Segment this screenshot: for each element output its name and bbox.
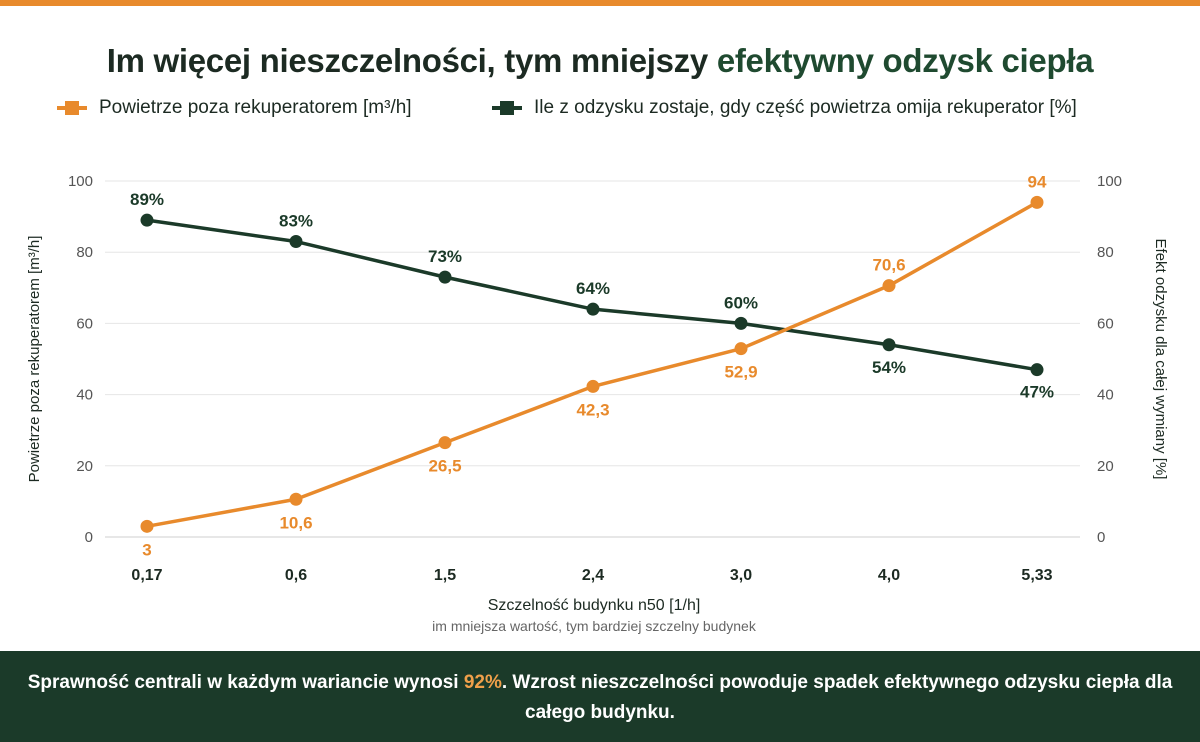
y-right-axis-title: Efekt odzysku dla całej wymiany [%] bbox=[1152, 239, 1169, 480]
title-main-text: Im więcej nieszczelności, tym mniejszy bbox=[106, 42, 717, 79]
point-bypass-air-1 bbox=[289, 492, 303, 506]
data-label-recovery: 73% bbox=[428, 247, 462, 266]
data-label-bypass-air: 52,9 bbox=[724, 363, 757, 382]
point-bypass-air-5 bbox=[882, 279, 896, 293]
data-label-bypass-air: 10,6 bbox=[279, 513, 312, 532]
point-bypass-air-3 bbox=[586, 379, 600, 393]
data-label-bypass-air: 42,3 bbox=[576, 400, 609, 419]
y-left-tick-label: 40 bbox=[76, 387, 93, 404]
legend: Powietrze poza rekuperatorem [m³/h] Ile … bbox=[0, 97, 1200, 123]
data-label-recovery: 47% bbox=[1020, 383, 1054, 402]
y-left-axis-title: Powietrze poza rekuperatorem [m³/h] bbox=[26, 236, 43, 483]
y-left-tick-label: 0 bbox=[85, 529, 93, 546]
footer-text-after: . Wzrost nieszczelności powoduje spadek … bbox=[501, 672, 1173, 723]
point-bypass-air-6 bbox=[1030, 195, 1044, 209]
data-label-bypass-air: 70,6 bbox=[872, 256, 905, 275]
data-label-recovery: 54% bbox=[872, 358, 906, 377]
point-bypass-air-0 bbox=[140, 519, 154, 533]
x-tick-label: 5,33 bbox=[1021, 567, 1052, 584]
legend-item-green: Ile z odzysku zostaje, gdy część powietr… bbox=[492, 97, 1077, 119]
y-left-tick-label: 80 bbox=[76, 244, 93, 261]
data-label-recovery: 83% bbox=[279, 212, 313, 231]
point-recovery-3 bbox=[586, 302, 600, 316]
data-label-bypass-air: 3 bbox=[142, 540, 151, 559]
y-right-tick-label: 40 bbox=[1097, 387, 1114, 404]
point-bypass-air-2 bbox=[438, 436, 452, 450]
legend-label-orange: Powietrze poza rekuperatorem [m³/h] bbox=[99, 97, 412, 118]
x-tick-label: 4,0 bbox=[878, 567, 900, 584]
y-left-tick-label: 100 bbox=[68, 173, 93, 190]
data-label-recovery: 89% bbox=[130, 190, 164, 209]
point-bypass-air-4 bbox=[734, 342, 748, 356]
y-right-tick-label: 100 bbox=[1097, 173, 1122, 190]
point-recovery-4 bbox=[734, 316, 748, 330]
top-accent-bar bbox=[0, 0, 1200, 6]
chart-title: Im więcej nieszczelności, tym mniejszy e… bbox=[0, 42, 1200, 80]
point-recovery-5 bbox=[882, 338, 896, 352]
x-tick-label: 3,0 bbox=[730, 567, 752, 584]
x-tick-label: 2,4 bbox=[582, 567, 604, 584]
data-label-bypass-air: 26,5 bbox=[428, 457, 461, 476]
legend-label-green: Ile z odzysku zostaje, gdy część powietr… bbox=[534, 97, 1077, 118]
y-right-tick-label: 0 bbox=[1097, 529, 1105, 546]
y-right-tick-label: 60 bbox=[1097, 315, 1114, 332]
data-label-recovery: 64% bbox=[576, 279, 610, 298]
legend-swatch-green bbox=[492, 100, 522, 116]
data-label-bypass-air: 94 bbox=[1028, 172, 1047, 191]
y-left-tick-label: 60 bbox=[76, 315, 93, 332]
point-recovery-1 bbox=[289, 235, 303, 249]
x-tick-label: 0,17 bbox=[131, 567, 162, 584]
legend-swatch-orange bbox=[57, 100, 87, 116]
x-axis-subtitle: im mniejsza wartość, tym bardziej szczel… bbox=[432, 618, 757, 634]
footer-text-before: Sprawność centrali w każdym wariancie wy… bbox=[27, 672, 464, 693]
data-label-recovery: 60% bbox=[724, 293, 758, 312]
y-right-tick-label: 80 bbox=[1097, 244, 1114, 261]
y-left-tick-label: 20 bbox=[76, 458, 93, 475]
point-recovery-2 bbox=[438, 270, 452, 284]
footer-efficiency-value: 92% bbox=[463, 672, 502, 693]
legend-item-orange: Powietrze poza rekuperatorem [m³/h] bbox=[57, 97, 412, 119]
x-axis-title: Szczelność budynku n50 [1/h] bbox=[488, 597, 701, 614]
title-highlight-text: efektywny odzysk ciepła bbox=[716, 42, 1094, 79]
footer-summary: Sprawność centrali w każdym wariancie wy… bbox=[0, 651, 1200, 742]
point-recovery-0 bbox=[140, 213, 154, 227]
point-recovery-6 bbox=[1030, 363, 1044, 377]
x-tick-label: 1,5 bbox=[434, 567, 456, 584]
line-chart: 0 0 20 20 40 40 60 60 80 80 100 100 0,17 0,6 1,5 2,4 3,0… bbox=[26, 172, 1169, 634]
x-tick-label: 0,6 bbox=[285, 567, 307, 584]
y-right-tick-label: 20 bbox=[1097, 458, 1114, 475]
